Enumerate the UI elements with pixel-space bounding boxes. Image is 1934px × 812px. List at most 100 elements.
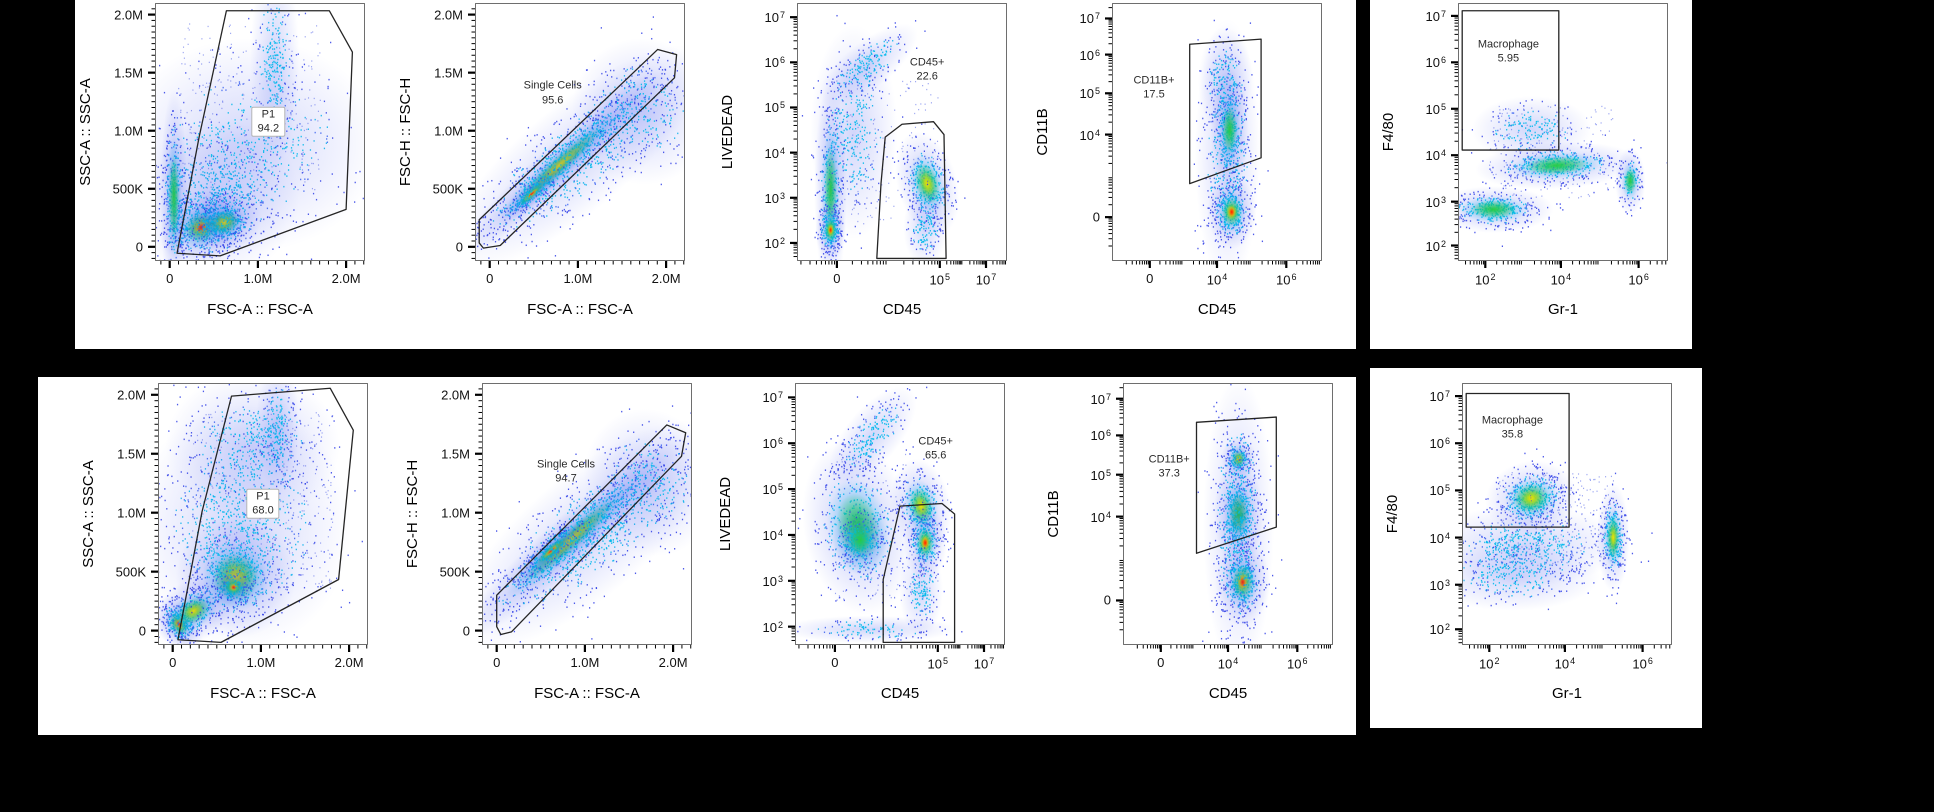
x-tick-label: 1.0M	[570, 655, 600, 670]
x-axis-title: CD45	[880, 685, 920, 702]
y-tick-labels: 107 106 105 104 0	[1032, 3, 1106, 261]
y-tick-labels: 107 106 105 104 0	[1043, 383, 1117, 645]
gate-overlay: Single Cells 95.6	[475, 3, 685, 261]
x-tick-labels: 102 104 106	[1462, 655, 1672, 675]
gate-percentage: 35.8	[1501, 428, 1524, 441]
y-tick-label: 104	[762, 527, 783, 544]
x-axis-title: FSC-A :: FSC-A	[527, 301, 633, 318]
y-tick-label: 102	[1425, 238, 1446, 254]
x-tick-labels: 0 105 107	[797, 271, 1007, 291]
density-canvas	[783, 383, 1005, 659]
plot-canvas-wrap	[146, 383, 368, 659]
y-tick-label: 107	[1425, 8, 1446, 25]
y-tick-label: 0	[455, 239, 463, 255]
gate-percentage: 68.0	[252, 504, 274, 517]
plot-canvas-wrap	[785, 3, 1007, 275]
x-tick-label: 107	[973, 656, 995, 672]
y-tick-label: 2.0M	[434, 7, 463, 23]
y-tick-label: 103	[762, 573, 783, 589]
x-axis-title: CD45	[882, 301, 922, 318]
gate-percentage: 5.95	[1497, 53, 1520, 66]
gate-percentage: 95.6	[541, 94, 564, 107]
plot-r1-c2: FSC-H :: FSC-H 2.0M 1.5M 1.0M 500K 0 Single Ce…	[395, 3, 697, 323]
x-tick-label: 0	[169, 655, 177, 670]
x-axis-title: CD45	[1208, 685, 1248, 702]
plot-r2-c3: LIVEDEAD 107 106 105 104 103 102 CD45+ 65.6 0 105 1…	[715, 383, 1017, 707]
y-tick-labels: 107 106 105 104 103 102	[1382, 383, 1456, 645]
y-tick-label: 1.5M	[117, 446, 146, 462]
plot-canvas-wrap	[463, 3, 685, 275]
y-tick-label: 0	[1103, 592, 1111, 608]
y-tick-label: 103	[1425, 194, 1446, 210]
gate-label: CD45+ 22.6	[910, 56, 945, 85]
x-axis-title: FSC-A :: FSC-A	[534, 685, 640, 702]
y-tick-label: 107	[1429, 388, 1450, 405]
x-tick-label: 0	[486, 271, 494, 286]
x-tick-label: 107	[975, 272, 997, 288]
gate-overlay: CD45+ 22.6	[797, 3, 1007, 261]
y-tick-label: 2.0M	[117, 387, 146, 403]
x-tick-label: 0	[831, 655, 839, 670]
x-tick-label: 1.0M	[246, 655, 276, 670]
y-tick-label: 104	[764, 145, 785, 161]
y-tick-label: 2.0M	[114, 7, 143, 23]
y-tick-labels: 2.0M 1.5M 1.0M 500K 0	[402, 383, 476, 645]
y-tick-label: 105	[1079, 86, 1100, 102]
y-tick-labels: 2.0M 1.5M 1.0M 500K 0	[75, 3, 149, 261]
x-axis-title: CD45	[1197, 301, 1237, 318]
gate-label: CD45+ 65.6	[918, 434, 953, 463]
x-axis-title: Gr-1	[1552, 685, 1582, 702]
gate-overlay: Single Cells 94.7	[482, 383, 692, 645]
y-tick-label: 104	[1425, 148, 1446, 164]
y-tick-label: 106	[762, 436, 783, 452]
x-tick-labels: 0 104 106	[1112, 271, 1322, 291]
gate-overlay: CD11B+ 37.3	[1123, 383, 1333, 645]
density-canvas	[470, 383, 692, 659]
gate-label: Single Cells 95.6	[524, 79, 582, 108]
x-tick-label: 106	[1632, 656, 1653, 672]
gate-label: Single Cells 94.7	[537, 458, 595, 487]
x-tick-label: 0	[1146, 271, 1154, 286]
y-tick-label: 106	[1429, 436, 1450, 452]
plot-r1-c5: F4/80 107 106 105 104 103 102 Macrophage 5.95 102…	[1378, 3, 1680, 323]
y-tick-label: 1.5M	[434, 65, 463, 81]
gate-label: CD11B+ 17.5	[1133, 74, 1174, 103]
y-tick-label: 102	[762, 619, 783, 635]
x-tick-label: 104	[1217, 656, 1239, 672]
x-tick-label: 106	[1287, 656, 1308, 672]
x-tick-label: 2.0M	[651, 271, 681, 286]
caption-area	[0, 735, 1934, 812]
gate-overlay: CD45+ 65.6	[795, 383, 1005, 645]
x-tick-labels: 102 104 106	[1458, 271, 1668, 291]
gate-overlay: P1 68.0	[158, 383, 368, 645]
gate-label: P1 94.2	[251, 106, 286, 137]
plot-r1-c1: SSC-A :: SSC-A 2.0M 1.5M 1.0M 500K 0 P1 94.2 0 1.…	[75, 3, 377, 323]
plot-r1-c3: LIVEDEAD 107 106 105 104 103 102 CD45+ 22.6 0 105 1…	[717, 3, 1019, 323]
density-canvas	[463, 3, 685, 275]
gate-percentage: 65.6	[924, 449, 947, 462]
gate-overlay: Macrophage 5.95	[1458, 3, 1668, 261]
gate-name: CD11B+	[1133, 74, 1175, 87]
plot-canvas-wrap	[783, 383, 1005, 659]
x-tick-label: 104	[1206, 272, 1228, 288]
x-axis-title: Gr-1	[1548, 301, 1578, 318]
y-tick-label: 107	[1090, 391, 1111, 407]
density-canvas	[785, 3, 1007, 275]
x-tick-label: 2.0M	[334, 655, 364, 670]
plot-canvas-wrap	[1446, 3, 1668, 275]
y-tick-label: 0	[135, 239, 143, 255]
x-tick-label: 0	[493, 655, 501, 670]
plot-canvas-wrap	[1111, 383, 1333, 659]
y-tick-label: 500K	[115, 564, 146, 580]
y-tick-label: 106	[1079, 47, 1100, 63]
y-tick-label: 103	[764, 190, 785, 206]
y-tick-label: 105	[764, 100, 785, 116]
y-tick-labels: 107 106 105 104 103 102	[717, 3, 791, 261]
density-canvas	[1450, 383, 1672, 659]
gate-overlay: Macrophage 35.8	[1462, 383, 1672, 645]
gate-label: Macrophage 35.8	[1482, 413, 1543, 442]
y-tick-label: 106	[1425, 55, 1446, 71]
gate-label: P1 68.0	[246, 488, 280, 519]
x-tick-label: 1.0M	[563, 271, 593, 286]
y-tick-label: 106	[764, 55, 785, 71]
